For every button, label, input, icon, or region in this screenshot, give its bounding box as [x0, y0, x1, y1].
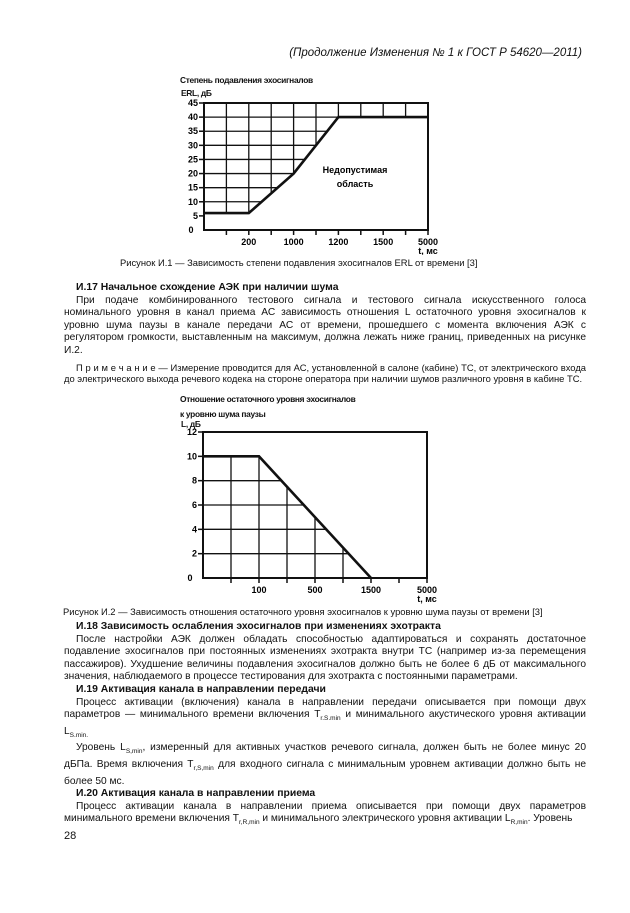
y-tick-label: 45 — [188, 98, 198, 108]
paragraph: Уровень LS,min, измеренный для активных … — [64, 742, 586, 788]
y-tick-label: 10 — [187, 451, 197, 461]
y-tick-label: 20 — [188, 169, 198, 179]
text: для входного сигнала с минимальным уровн… — [64, 759, 586, 787]
subscript: S.min. — [69, 731, 89, 739]
x-tick-label: 1500 — [361, 585, 381, 595]
x-tick-label: 5000 — [418, 237, 438, 247]
y-tick-label: 2 — [192, 549, 197, 559]
text: и минимального акустического уровня акти… — [64, 709, 586, 737]
chart2-title: Отношение остаточного уровня эхосигналов — [180, 394, 356, 404]
paragraph: Процесс активации (включения) канала в н… — [64, 697, 586, 743]
section-17: И.17 Начальное схождение АЭК при наличии… — [64, 282, 586, 385]
note: П р и м е ч а н и е — Измерение проводит… — [64, 361, 586, 385]
y-tick-label: 30 — [188, 140, 198, 150]
x-tick-label: 500 — [307, 585, 322, 595]
y-tick-label: 6 — [192, 500, 197, 510]
grid — [204, 103, 428, 214]
y-tick-label: 15 — [188, 183, 198, 193]
sections-18-20: И.18 Зависимость ослабления эхосигналов … — [64, 621, 586, 830]
figure-caption-1: Рисунок И.1 — Зависимость степени подавл… — [120, 257, 478, 268]
x-tick-label: 1000 — [284, 237, 304, 247]
x-tick-label: 200 — [241, 237, 256, 247]
text: Уровень L — [76, 742, 126, 754]
x-axis-label: t, мс — [417, 594, 437, 604]
y-tick-label: 10 — [188, 197, 198, 207]
subscript: R,min — [510, 819, 528, 827]
figure-caption-2: Рисунок И.2 — Зависимость отношения оста… — [63, 606, 543, 617]
y-tick-label: 25 — [188, 154, 198, 164]
section-heading: И.17 Начальное схождение АЭК при наличии… — [76, 282, 339, 293]
running-header: (Продолжение Изменения № 1 к ГОСТ Р 5462… — [289, 47, 582, 59]
subscript: r,R,min — [238, 819, 260, 827]
annotation-line-2: область — [337, 179, 374, 189]
section-heading: И.18 Зависимость ослабления эхосигналов … — [76, 621, 441, 632]
x-tick-label: 1500 — [373, 237, 393, 247]
text: Процесс активации канала в направлении п… — [64, 800, 586, 825]
chart1-title: Степень подавления эхосигналов — [180, 75, 313, 85]
y-tick-label: 40 — [188, 112, 198, 122]
y-tick-label: 8 — [192, 476, 197, 486]
x-tick-label: 100 — [251, 585, 266, 595]
paragraph: Процесс активации канала в направлении п… — [64, 801, 586, 830]
section-heading: И.19 Активация канала в направлении пере… — [76, 683, 326, 695]
subscript: r.S.min — [320, 715, 341, 723]
y-tick-label: 35 — [188, 126, 198, 136]
text: Процесс активации (включения) канала в н… — [64, 696, 586, 721]
y-tick-label: 12 — [187, 427, 197, 437]
y-tick-label: 5 — [193, 211, 198, 221]
x-tick-label: 1200 — [328, 237, 348, 247]
origin-label: 0 — [187, 573, 192, 583]
limit-curve — [203, 455, 372, 579]
y-tick-label: 4 — [192, 524, 197, 534]
origin-label: 0 — [188, 225, 193, 235]
x-tick-label: 5000 — [417, 585, 437, 595]
paragraph: При подаче комбинированного тестового си… — [64, 294, 586, 356]
chart2-ylabel: L, дБ — [181, 419, 201, 429]
chart-erl: 5 10 15 20 25 30 35 40 45 0 200 1000 1200 1500 5000t, … — [188, 98, 438, 255]
paragraph: После настройки АЭК должен обладать спос… — [64, 633, 586, 683]
text: , измеренный для активных участков речев… — [64, 742, 586, 771]
subscript: S,min — [125, 748, 143, 756]
x-axis-label: t, мс — [418, 246, 438, 255]
chart2-title-2: к уровню шума паузы — [180, 409, 266, 419]
text: . Уровень — [527, 813, 573, 825]
section-heading: И.20 Активация канала в направлении прие… — [76, 788, 316, 800]
subscript: r,S,min — [193, 765, 214, 773]
chart1-ylabel: ERL, дБ — [181, 88, 212, 98]
annotation-line-1: Недопустимая — [323, 165, 388, 175]
page-number: 28 — [64, 830, 77, 842]
text: и минимального электрического уровня акт… — [259, 813, 511, 825]
grid — [203, 456, 371, 578]
limit-curve — [204, 115, 428, 215]
